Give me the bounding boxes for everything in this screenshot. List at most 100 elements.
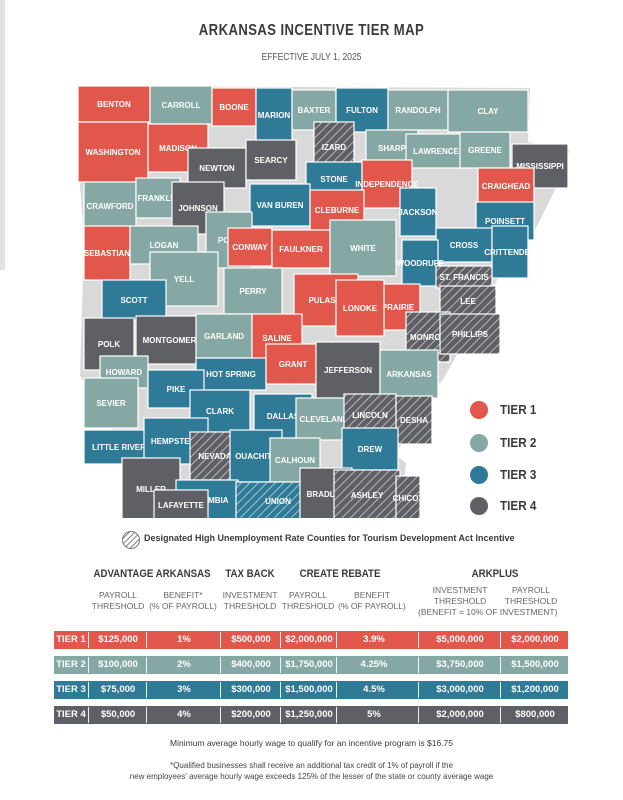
- map-title: ARKANSAS INCENTIVE TIER MAP: [198, 22, 425, 39]
- county-label: POINSETT: [485, 217, 525, 226]
- county-label: WHITE: [350, 244, 376, 253]
- county-sevier: SEVIER: [83, 377, 139, 429]
- subheader-investment-threshold: INVESTMENT THRESHOLD: [220, 590, 280, 612]
- county-label: ASHLEY: [351, 491, 384, 500]
- county-label: DREW: [358, 445, 383, 454]
- table-cell: $1,500,000: [280, 682, 337, 698]
- county-label: BAXTER: [298, 106, 331, 115]
- county-label: LAFAYETTE: [158, 501, 205, 510]
- county-label: FRANKLIN: [138, 194, 179, 203]
- county-label: MONROE: [410, 333, 447, 342]
- county-hatch: [440, 286, 496, 316]
- county-label: HOWARD: [106, 368, 143, 377]
- legend-swatch: [470, 401, 488, 419]
- county-shape: [249, 183, 311, 227]
- county-label: UNION: [265, 497, 291, 506]
- table-cell: 4.25%: [336, 657, 411, 673]
- county-label: GREENE: [468, 146, 502, 155]
- subheader-benefit: BENEFIT (% OF PAYROLL): [336, 590, 408, 612]
- county-label: LITTLE RIVER: [92, 443, 146, 452]
- county-label: MISSISSIPPI: [516, 162, 564, 171]
- county-carroll: CARROLL: [149, 85, 213, 125]
- county-label: HEMPSTEAD: [151, 437, 201, 446]
- county-label: CROSS: [450, 241, 479, 250]
- county-hatch: [334, 470, 400, 518]
- subheader-line: PAYROLL: [289, 590, 327, 600]
- subheader-line: (% OF PAYROLL): [338, 601, 406, 611]
- county-shape: [329, 219, 397, 277]
- county-label: JACKSON: [398, 208, 437, 217]
- county-label: YELL: [174, 275, 195, 284]
- county-label: SCOTT: [120, 296, 147, 305]
- table-cell: $1,250,000: [280, 707, 337, 723]
- county-shape: [83, 377, 139, 429]
- county-label: PRAIRIE: [382, 303, 415, 312]
- county-label: WASHINGTON: [86, 148, 141, 157]
- county-label: SEARCY: [254, 156, 288, 165]
- county-label: POLK: [98, 340, 120, 349]
- county-label: FAULKNER: [279, 245, 323, 254]
- subheader-investment-threshold-arkplus: INVESTMENT THRESHOLD (BENEFIT = 10% OF I…: [418, 585, 557, 618]
- county-shape: [401, 239, 439, 287]
- county-label: PHILLIPS: [452, 330, 489, 339]
- tier-label: TIER 1: [56, 634, 86, 645]
- county-jackson: JACKSON: [398, 187, 438, 237]
- county-label: BRADLEY: [307, 490, 346, 499]
- county-label: CRITTENDEN: [484, 248, 536, 257]
- hatch-legend-text: Designated High Unemployment Rate Counti…: [144, 533, 515, 543]
- table-cell: $500,000: [220, 632, 281, 648]
- county-clay: CLAY: [447, 89, 529, 133]
- subheader-line: THRESHOLD: [281, 601, 335, 611]
- county-label: MILLER: [136, 485, 166, 494]
- legend-swatch: [470, 434, 488, 452]
- legend-label: TIER 4: [500, 498, 537, 513]
- table-cell: 3%: [146, 682, 221, 698]
- subheader-line: (% OF PAYROLL): [149, 601, 217, 611]
- county-label: BENTON: [97, 100, 131, 109]
- county-desha: DESHA: [395, 395, 433, 445]
- county-shape: [341, 427, 399, 471]
- county-label: NEVADA: [198, 452, 231, 461]
- table-cell: 2%: [146, 657, 221, 673]
- county-label: CALHOUN: [275, 456, 315, 465]
- county-label: PULASKI: [308, 296, 343, 305]
- subheader-line: BENEFIT*: [163, 590, 203, 600]
- county-shape: [153, 489, 209, 518]
- subheader-line: PAYROLL: [99, 590, 137, 600]
- county-label: MONTGOMERY: [143, 336, 202, 345]
- county-label: MADISON: [159, 144, 197, 153]
- table-cell: $2,000,000: [280, 632, 337, 648]
- table-cell: $800,000: [500, 707, 569, 723]
- county-shape: [399, 187, 437, 237]
- county-hatch: [440, 314, 500, 354]
- county-label: STONE: [320, 175, 348, 184]
- tier-row: TIER 1 $125,000 1% $500,000 $2,000,000 3.9% $5…: [54, 631, 568, 649]
- hatch-swatch: [122, 531, 140, 549]
- county-hatch: [396, 476, 420, 518]
- table-cell: $1,500,000: [500, 657, 569, 673]
- county-label: CLEBURNE: [315, 206, 360, 215]
- tier-row: TIER 2 $100,000 2% $400,000 $1,750,000 4.25% $…: [54, 656, 568, 674]
- county-lawrence: LAWRENCE: [405, 133, 467, 169]
- table-cell: 4%: [146, 707, 221, 723]
- subheader-line: PAYROLL: [512, 585, 550, 595]
- county-hot-spring: HOT SPRING: [195, 357, 267, 391]
- table-cell: 1%: [146, 632, 221, 648]
- county-shape: [491, 225, 529, 279]
- table-cell: $5,000,000: [418, 632, 501, 648]
- county-shape: [459, 131, 511, 169]
- program-create-rebate: CREATE REBATE: [299, 568, 381, 580]
- table-cell: $100,000: [88, 657, 147, 673]
- county-crawford: CRAWFORD: [83, 181, 137, 231]
- county-label: LINCOLN: [352, 411, 388, 420]
- counties-layer: BENTON CARROLL BOONE MARION BAXTER FULTON RAND…: [77, 85, 569, 518]
- legend-swatch: [470, 497, 488, 515]
- county-faulkner: FAULKNER: [271, 229, 331, 269]
- county-lafayette: LAFAYETTE: [153, 489, 209, 518]
- county-perry: PERRY: [223, 267, 283, 315]
- county-greene: GREENE: [459, 131, 511, 169]
- county-label: LAWRENCE: [413, 147, 459, 156]
- county-washington: WASHINGTON: [77, 121, 149, 183]
- tier-label: TIER 4: [56, 709, 86, 720]
- county-crittenden: CRITTENDEN: [484, 225, 536, 279]
